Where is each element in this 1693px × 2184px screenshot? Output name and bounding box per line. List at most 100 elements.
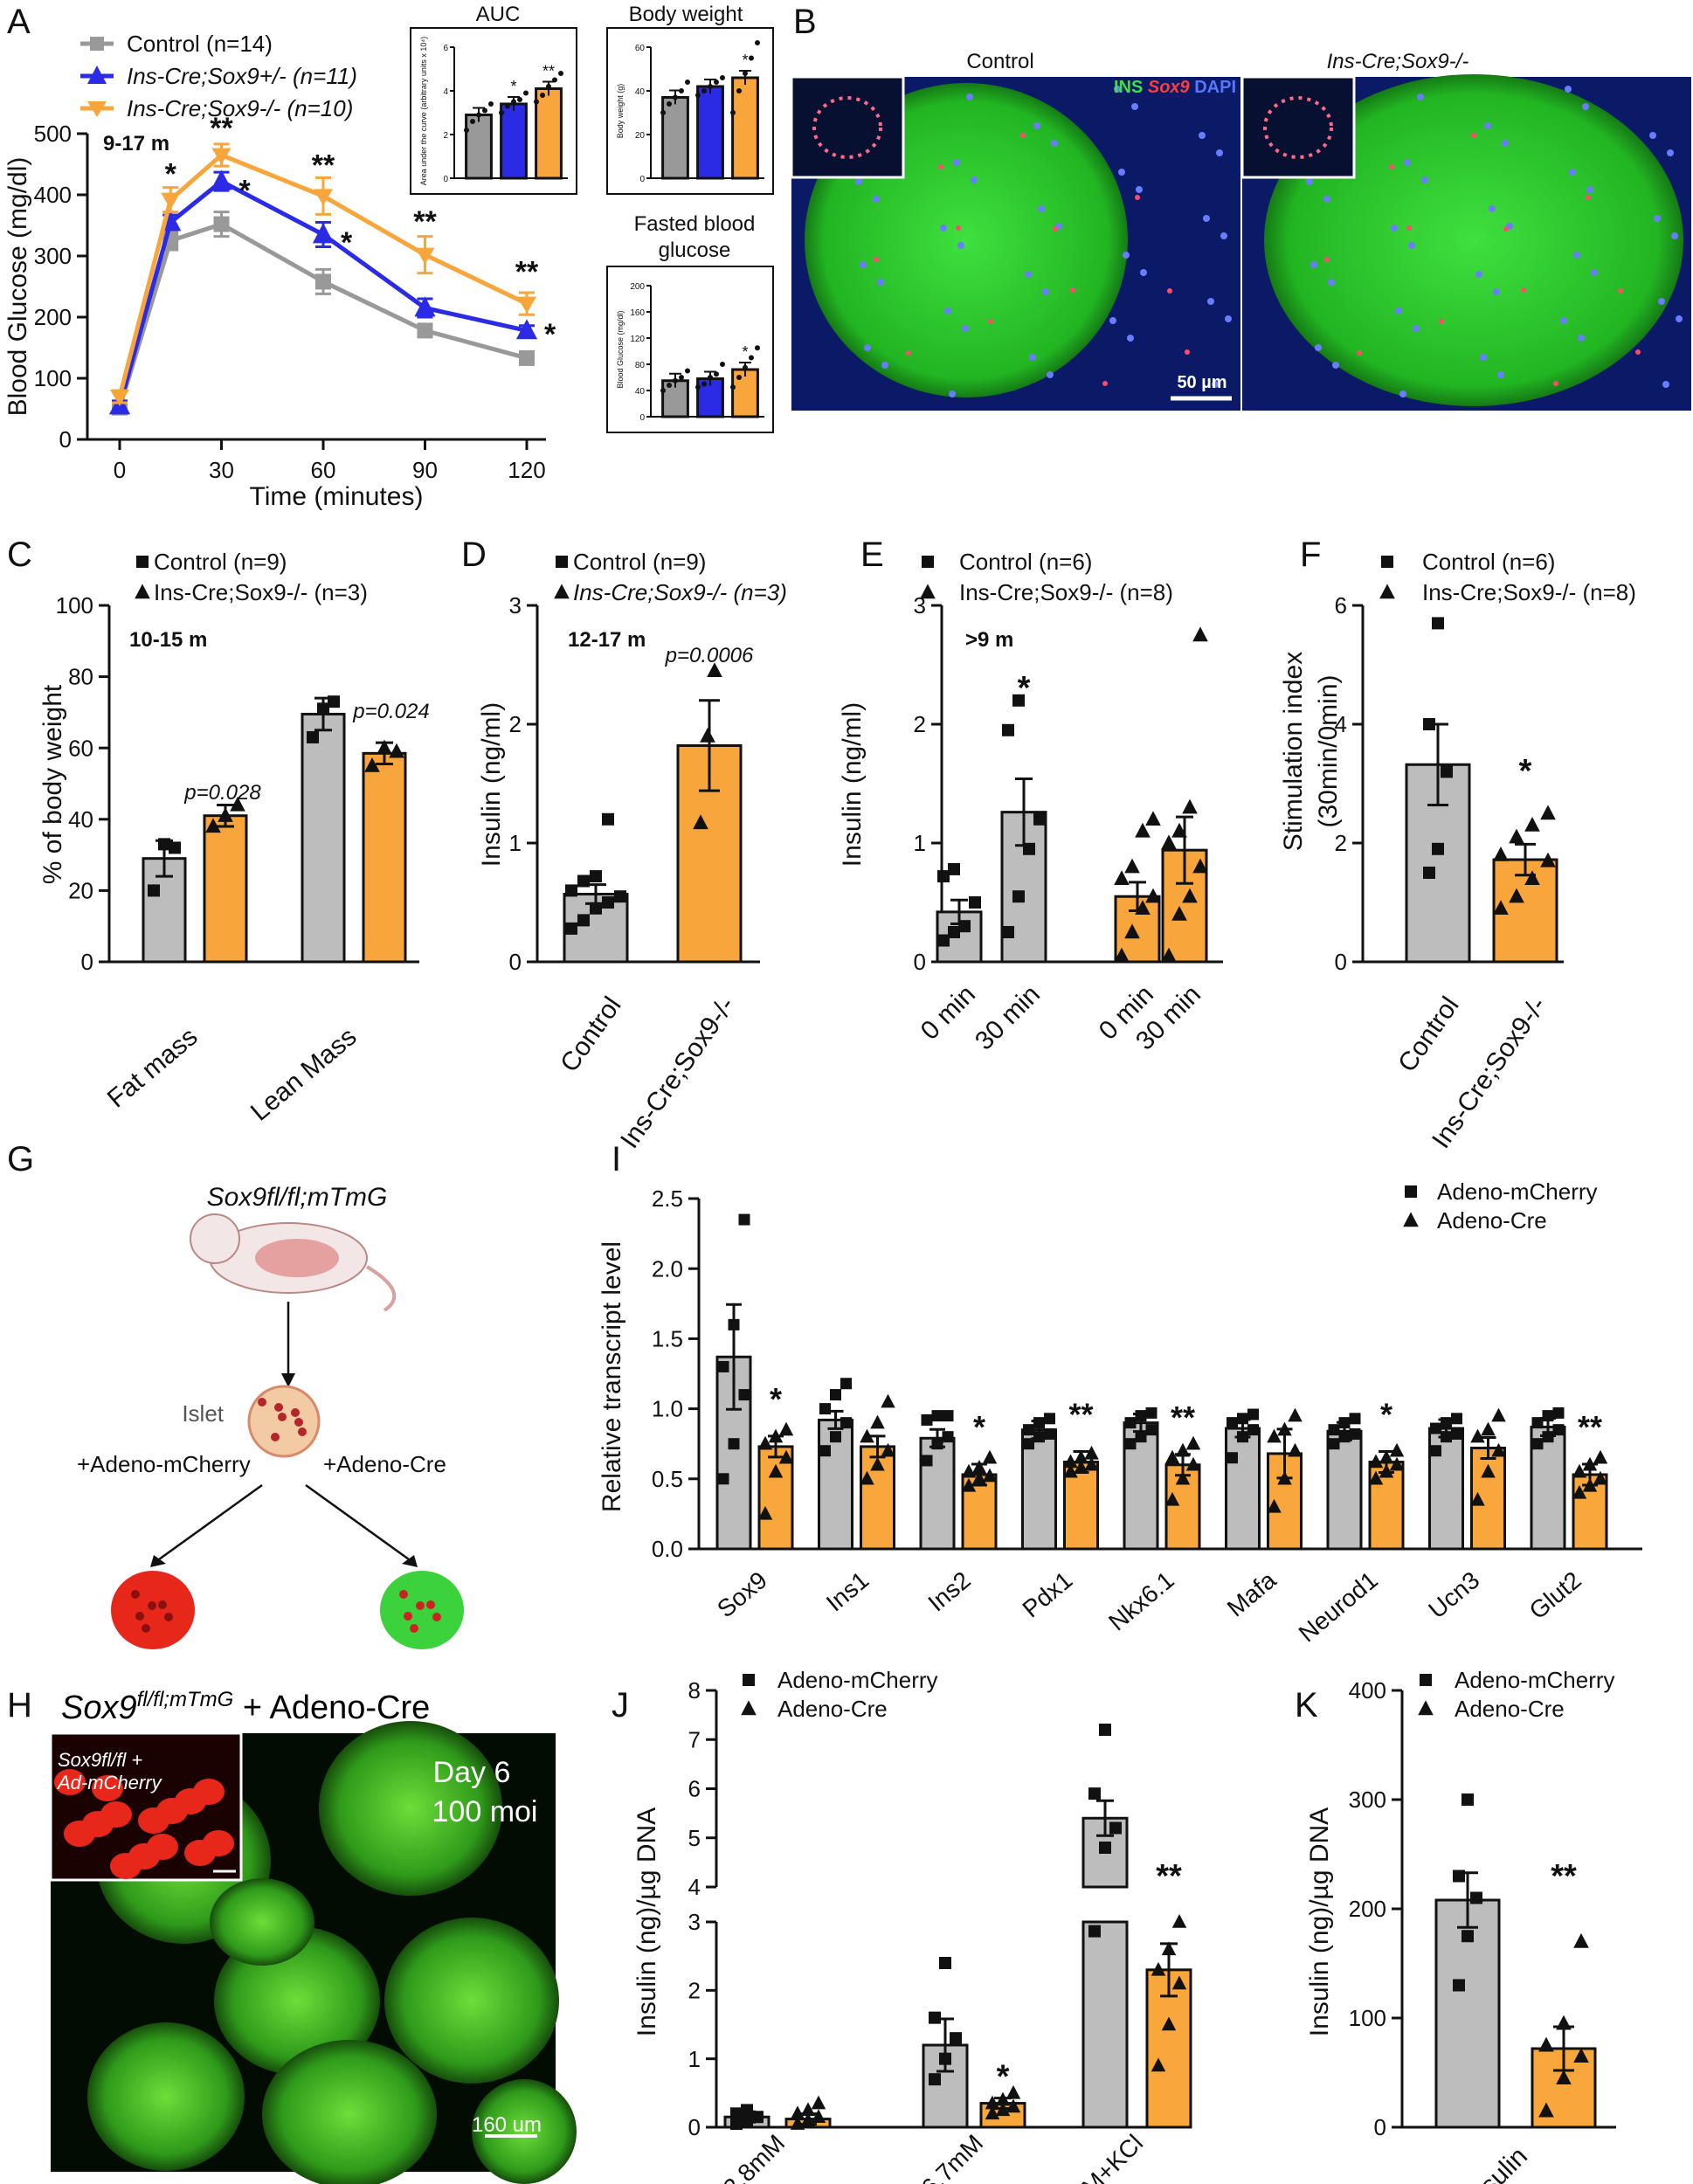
islet-cell <box>298 1427 307 1436</box>
data-point <box>1572 1463 1587 1478</box>
bar <box>535 87 563 180</box>
sox9-dot <box>1053 226 1058 232</box>
gene-label: Glut2 <box>1524 1566 1586 1625</box>
sox9-dot <box>1586 195 1591 200</box>
data-point <box>389 743 404 758</box>
data-point <box>328 695 340 708</box>
data-point <box>700 728 715 743</box>
data-point <box>667 383 672 388</box>
data-point <box>1542 1431 1554 1443</box>
panel-label: F <box>1300 536 1321 574</box>
data-point <box>1338 1431 1351 1443</box>
data-point <box>1145 1406 1157 1419</box>
data-point <box>1288 1407 1303 1422</box>
bar <box>203 814 248 964</box>
data-point <box>720 75 725 80</box>
data-point <box>730 2107 743 2120</box>
sox9-dot <box>1020 133 1026 138</box>
data-point <box>1135 822 1151 838</box>
data-point <box>1084 1445 1099 1460</box>
islet-cell <box>135 1612 144 1621</box>
nucleus-dot <box>1408 242 1415 249</box>
y-tick-label: 2 <box>914 711 926 737</box>
data-point <box>1552 1406 1565 1419</box>
gene-label: Ins1 <box>821 1566 874 1617</box>
data-point <box>929 2011 941 2024</box>
data-point <box>1074 1459 1088 1474</box>
category-label: Control <box>1392 992 1465 1077</box>
panel-title: Control <box>966 50 1033 73</box>
islet-cell <box>148 1601 156 1610</box>
data-point <box>693 814 708 830</box>
data-point <box>1002 723 1014 736</box>
data-point <box>667 101 672 107</box>
data-point <box>1151 1961 1166 1976</box>
nucleus-dot <box>1131 103 1138 110</box>
nucleus-dot <box>1118 169 1125 176</box>
sox9-dot <box>1324 257 1330 262</box>
islet-cell <box>274 1403 283 1412</box>
data-point <box>1524 817 1540 832</box>
y-axis-label: Area under the curve (arbitrary units x … <box>419 37 428 185</box>
nucleus-dot <box>1127 335 1134 342</box>
nucleus-dot <box>1042 288 1049 295</box>
y-tick-label: 7 <box>688 1726 701 1752</box>
sox9-dot <box>1553 381 1558 386</box>
sox9-dot <box>1635 349 1641 355</box>
data-point <box>1164 1491 1180 1506</box>
data-point <box>1023 1438 1034 1450</box>
x-axis-label: Time (minutes) <box>250 482 424 511</box>
sox9-dot <box>1618 288 1623 294</box>
data-point <box>1033 812 1046 826</box>
islet-cell <box>278 1413 287 1421</box>
bar <box>731 76 759 180</box>
sox9-dot <box>1357 350 1362 356</box>
bar <box>362 751 407 964</box>
y-tick-label: 80 <box>68 664 93 690</box>
nucleus-dot <box>1399 390 1406 397</box>
p-value: p=0.028 <box>183 781 261 805</box>
data-point <box>860 1428 874 1443</box>
data-point <box>969 896 981 909</box>
data-point <box>169 841 181 854</box>
nucleus-dot <box>1676 315 1683 322</box>
data-point <box>1470 1491 1485 1506</box>
y-tick-label: 160 <box>630 308 645 318</box>
data-point <box>1349 1413 1361 1425</box>
significance-star: * <box>973 1409 985 1445</box>
y-axis-label: Insulin (ng)/µg DNA <box>1305 1807 1334 2036</box>
data-point <box>1044 1413 1055 1425</box>
mouse-organ <box>255 1239 339 1277</box>
y-tick-label: 0 <box>914 949 926 975</box>
nucleus-dot <box>962 325 969 332</box>
data-point <box>717 1360 729 1372</box>
data-point <box>1161 947 1177 963</box>
data-point <box>819 1445 831 1457</box>
legend-label: Control (n=6) <box>959 549 1092 575</box>
data-point <box>1171 1914 1187 1928</box>
y-tick-label: 2 <box>1335 830 1347 856</box>
y-axis-label: Blood Glucose (mg/dl) <box>616 310 625 388</box>
nucleus-dot <box>1578 335 1585 342</box>
y-tick-label: 3 <box>688 1909 701 1935</box>
nucleus-dot <box>873 196 880 203</box>
data-point <box>768 1463 784 1478</box>
data-point <box>1441 1417 1452 1429</box>
y-tick-label: 5 <box>688 1825 701 1851</box>
scale-bar-label: 160 um <box>472 2113 542 2137</box>
data-point <box>540 93 545 98</box>
nucleus-dot <box>1573 252 1580 259</box>
nucleus-dot <box>940 225 947 232</box>
islet-cell <box>416 1601 425 1610</box>
data-point <box>1542 1410 1554 1422</box>
arrow-head <box>402 1555 418 1567</box>
data-point <box>148 884 160 897</box>
data-point <box>1277 1470 1292 1485</box>
nucleus-dot <box>1038 205 1045 212</box>
panel-label: E <box>860 536 884 574</box>
data-point <box>476 112 481 118</box>
inset-label: Ad-mCherry <box>56 1772 163 1794</box>
data-point <box>679 88 684 93</box>
data-point <box>158 838 170 851</box>
